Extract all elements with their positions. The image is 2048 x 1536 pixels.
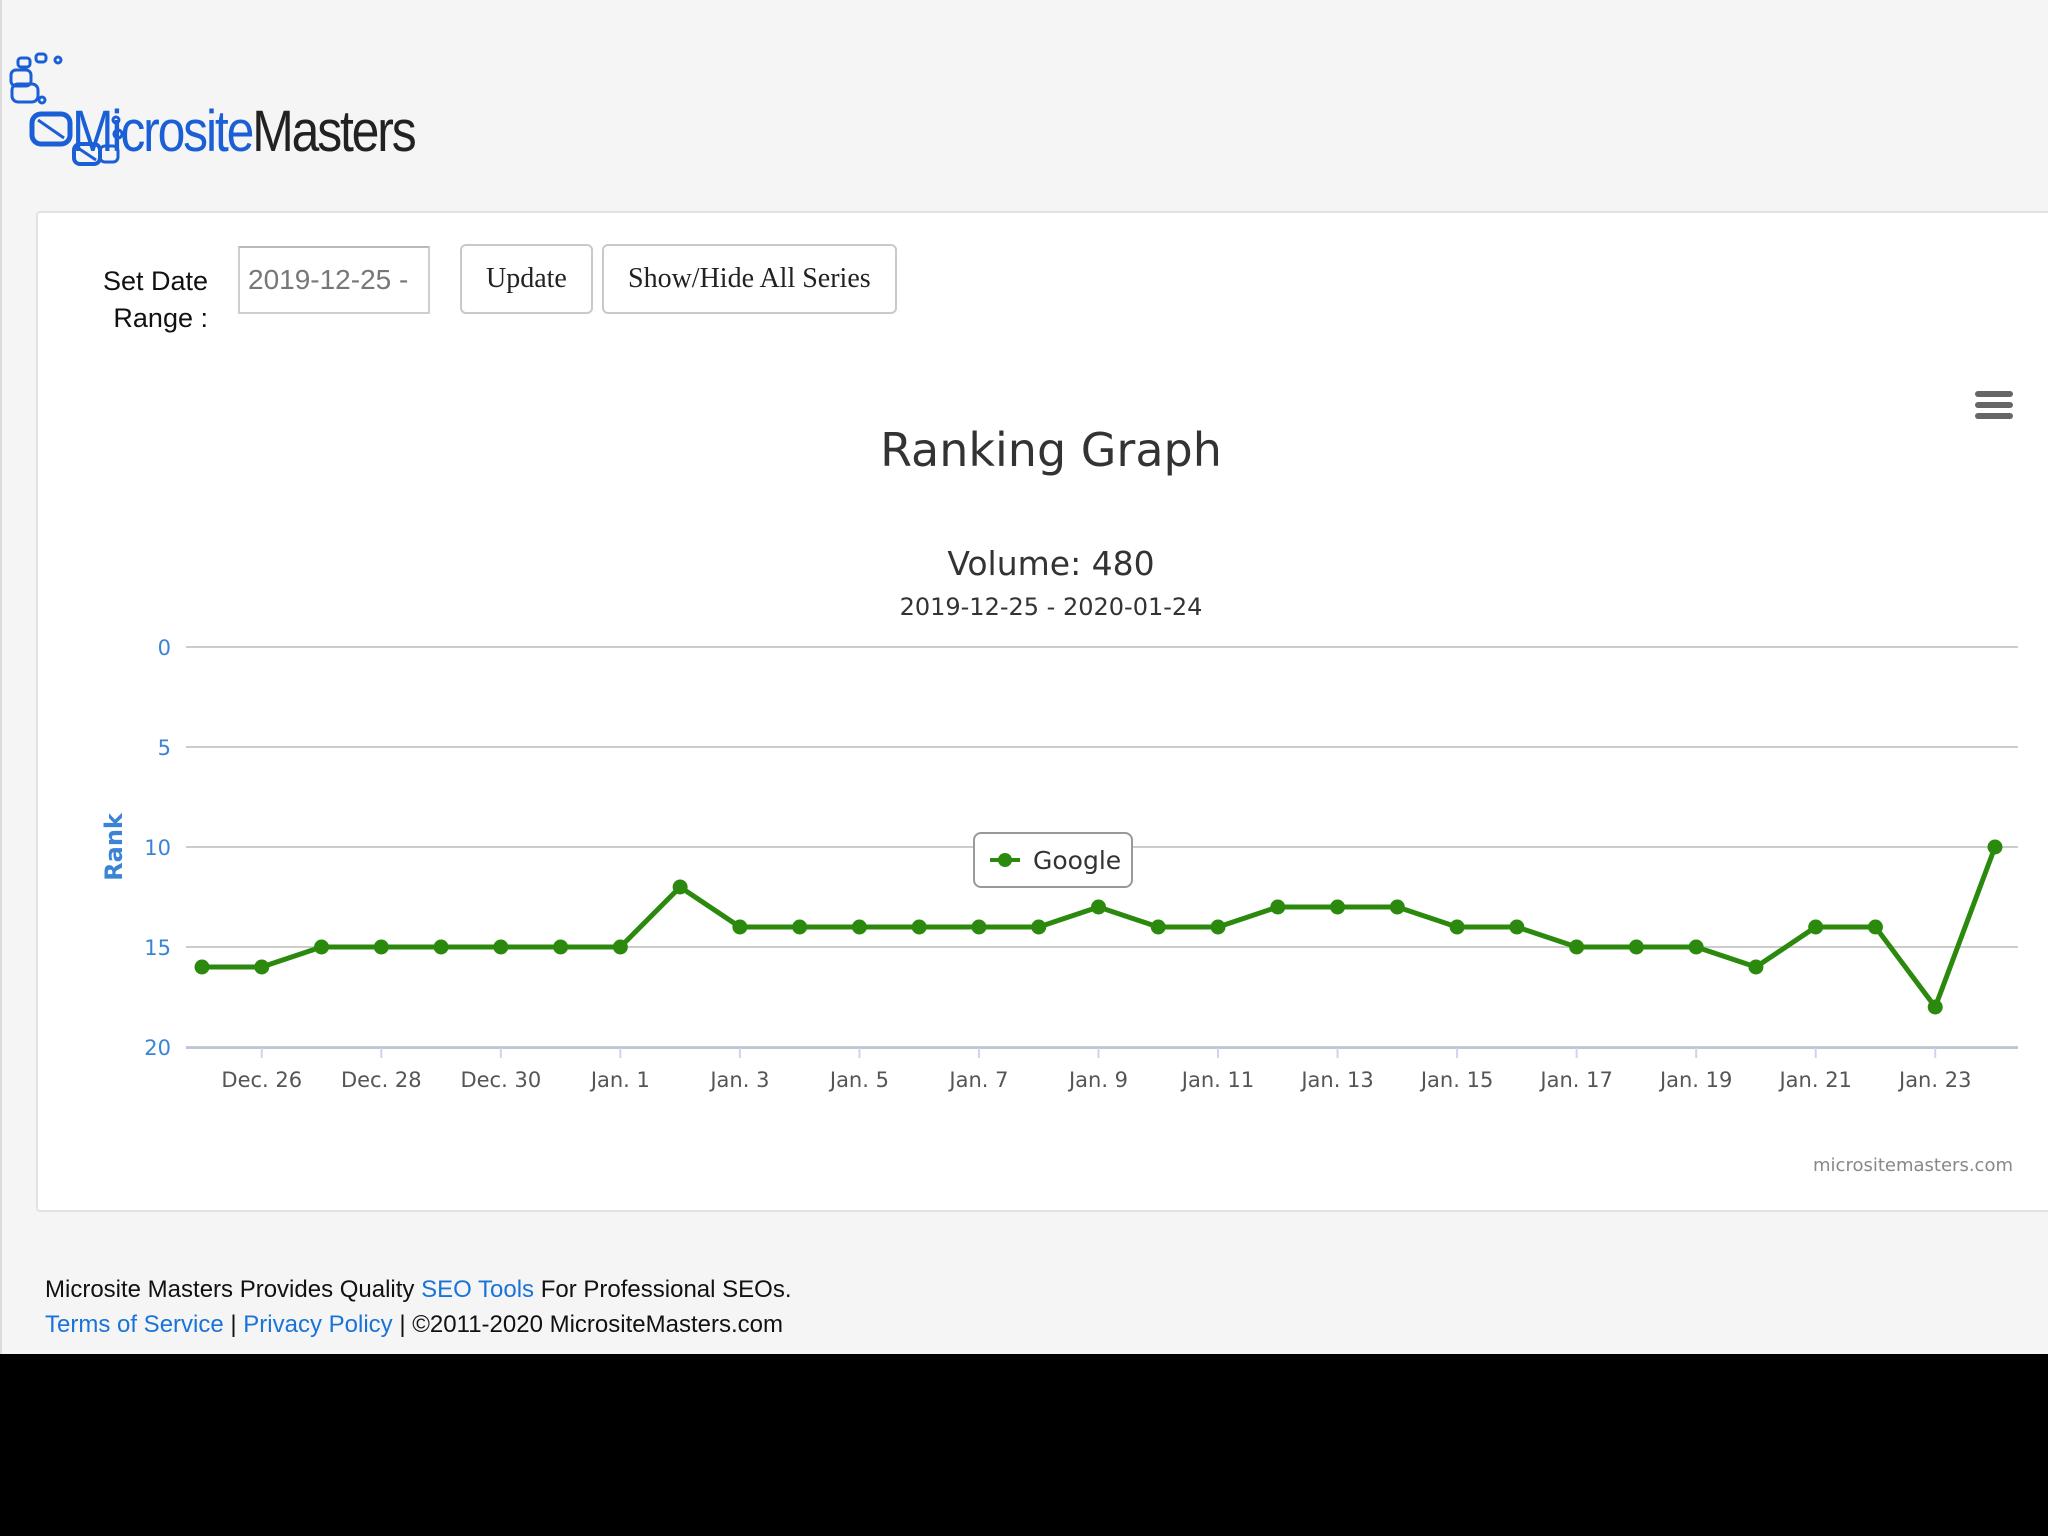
page: MicrositeMasters Set Date Range : Update… — [0, 0, 2048, 1354]
y-tick-label: 10 — [144, 836, 171, 860]
data-point — [1449, 919, 1465, 935]
chart-subtitle-date-range: 2019-12-25 - 2020-01-24 — [900, 593, 1203, 621]
footer: Microsite Masters Provides Quality SEO T… — [45, 1272, 792, 1342]
x-tick-label: Jan. 13 — [1299, 1068, 1373, 1092]
legend-box — [973, 832, 1133, 888]
data-point — [194, 959, 210, 975]
data-point — [1987, 839, 2003, 855]
y-axis-label: Rank — [100, 812, 128, 881]
date-range-label: Set Date Range : — [68, 263, 208, 337]
data-point — [1927, 999, 1943, 1015]
data-point — [553, 939, 569, 955]
x-tick-label: Jan. 5 — [828, 1068, 889, 1092]
data-point — [433, 939, 449, 955]
x-tick-label: Jan. 15 — [1419, 1068, 1493, 1092]
y-tick-label: 5 — [158, 736, 171, 760]
show-hide-all-series-button[interactable]: Show/Hide All Series — [602, 244, 897, 314]
x-tick-label: Dec. 28 — [341, 1068, 422, 1092]
logo-bubbles-icon — [9, 52, 124, 166]
x-tick-label: Jan. 19 — [1658, 1068, 1732, 1092]
x-tick-label: Jan. 7 — [947, 1068, 1008, 1092]
footer-copyright: | ©2011-2020 MicrositeMasters.com — [392, 1311, 783, 1338]
logo-wordmark: MicrositeMasters — [72, 96, 417, 168]
data-point — [1330, 899, 1346, 915]
data-point — [1867, 919, 1883, 935]
data-point — [314, 939, 330, 955]
footer-tagline-pre: Microsite Masters Provides Quality — [45, 1276, 422, 1303]
data-point — [373, 939, 389, 955]
date-range-input[interactable] — [238, 246, 430, 314]
data-point — [732, 919, 748, 935]
chart-title: Ranking Graph — [880, 423, 1222, 477]
date-range-label-line1: Set Date — [102, 266, 208, 296]
data-point — [971, 919, 987, 935]
data-point — [1628, 939, 1644, 955]
chart-subtitle-volume: Volume: 480 — [947, 544, 1154, 583]
y-tick-label: 0 — [158, 636, 171, 660]
data-point — [1389, 899, 1405, 915]
y-tick-label: 20 — [144, 1036, 171, 1060]
data-point — [1808, 919, 1824, 935]
data-point — [851, 919, 867, 935]
x-tick-label: Jan. 17 — [1538, 1068, 1612, 1092]
data-point — [254, 959, 270, 975]
footer-tagline-post: For Professional SEOs. — [534, 1276, 792, 1303]
hamburger-menu-icon[interactable] — [1975, 391, 2013, 425]
logo-word-masters: Masters — [252, 99, 416, 164]
privacy-policy-link[interactable]: Privacy Policy — [243, 1311, 393, 1338]
data-point — [1569, 939, 1585, 955]
data-point — [612, 939, 628, 955]
data-point — [1509, 919, 1525, 935]
x-tick-label: Jan. 9 — [1067, 1068, 1128, 1092]
data-point — [1210, 919, 1226, 935]
x-axis-ticks: Dec. 26 Dec. 28 Dec. 30 Jan. 1 Jan. 3 Jan. 5 J… — [221, 1048, 1971, 1092]
x-tick-label: Jan. 3 — [708, 1068, 769, 1092]
y-axis-ticks: 0 5 10 15 20 — [144, 636, 171, 1060]
data-point — [1748, 959, 1764, 975]
footer-line-2: Terms of Service | Privacy Policy | ©201… — [45, 1307, 792, 1342]
footer-line-1: Microsite Masters Provides Quality SEO T… — [45, 1272, 792, 1307]
x-tick-label: Dec. 26 — [221, 1068, 302, 1092]
data-point — [1150, 919, 1166, 935]
terms-of-service-link[interactable]: Terms of Service — [45, 1311, 224, 1338]
data-point — [911, 919, 927, 935]
data-point — [1688, 939, 1704, 955]
ranking-chart: Ranking Graph Volume: 480 2019-12-25 - 2… — [100, 423, 2018, 1176]
data-point — [672, 879, 688, 895]
seo-tools-link[interactable]: SEO Tools — [421, 1276, 535, 1303]
x-tick-label: Jan. 21 — [1777, 1068, 1851, 1092]
data-point — [1031, 919, 1047, 935]
series-layer — [194, 839, 2003, 1015]
x-tick-label: Jan. 23 — [1897, 1068, 1971, 1092]
x-tick-label: Dec. 30 — [460, 1068, 541, 1092]
legend-dot-marker — [998, 853, 1012, 867]
data-point — [493, 939, 509, 955]
update-button[interactable]: Update — [460, 244, 593, 314]
microsite-masters-logo[interactable]: MicrositeMasters — [8, 50, 428, 170]
chart-credits[interactable]: micrositemasters.com — [1813, 1155, 2013, 1176]
data-point — [792, 919, 808, 935]
x-tick-label: Jan. 11 — [1180, 1068, 1254, 1092]
footer-separator: | — [223, 1311, 244, 1338]
x-tick-label: Jan. 1 — [589, 1068, 650, 1092]
ranking-panel: Set Date Range : Update Show/Hide All Se… — [36, 211, 2048, 1212]
date-range-label-line2: Range : — [113, 303, 208, 333]
data-point — [1270, 899, 1286, 915]
legend-item-google[interactable]: Google — [1033, 846, 1121, 875]
y-tick-label: 15 — [144, 936, 171, 960]
data-point — [1091, 899, 1106, 915]
chart-legend[interactable]: Google — [973, 832, 1133, 888]
logo-word-microsite: Microsite — [72, 99, 254, 164]
